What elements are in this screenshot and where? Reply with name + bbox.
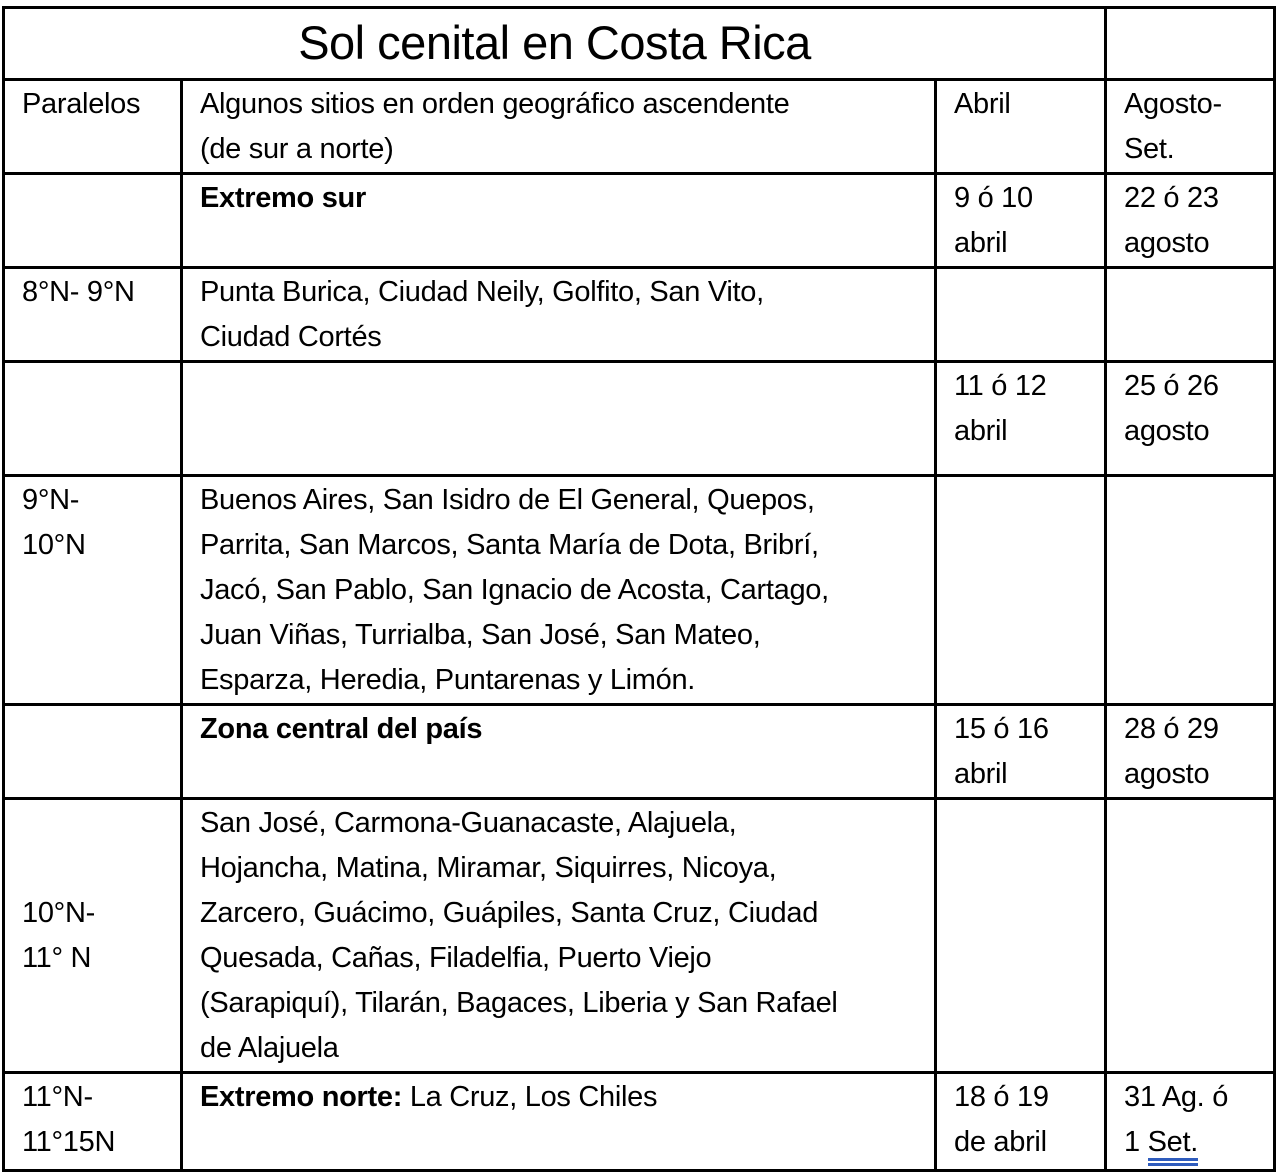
row-extremo-sur: Extremo sur 9 ó 10 abril 22 ó 23 agosto	[2, 172, 1276, 269]
cell-paralelo-empty	[2, 703, 183, 800]
section-label: Zona central del país	[200, 713, 483, 745]
cell-sitios-8-9: Punta Burica, Ciudad Neily, Golfito, San…	[180, 266, 937, 363]
cell-abril-empty	[934, 266, 1107, 363]
cell-sitios-extremo-norte: Extremo norte: La Cruz, Los Chiles	[180, 1071, 937, 1172]
sol-cenital-table: Sol cenital en Costa Rica Paralelos Algu…	[2, 6, 1276, 1172]
cell-sitios-empty	[180, 360, 937, 477]
header-abril: Abril	[934, 78, 1107, 175]
date-line-2: 1 Set.	[1124, 1120, 1265, 1166]
section-label: Extremo sur	[200, 182, 366, 214]
header-sitios: Algunos sitios en orden geográfico ascen…	[180, 78, 937, 175]
cell-sitios-9-10: Buenos Aires, San Isidro de El General, …	[180, 474, 937, 706]
row-fechas-9-10: 11 ó 12 abril 25 ó 26 agosto	[2, 360, 1276, 477]
cell-abril-extremo-norte: 18 ó 19 de abril	[934, 1071, 1107, 1172]
row-paralelo-9-10: 9°N- 10°N Buenos Aires, San Isidro de El…	[2, 474, 1276, 706]
header-row: Paralelos Algunos sitios en orden geográ…	[2, 78, 1276, 175]
table-title: Sol cenital en Costa Rica	[2, 6, 1107, 81]
section-label: Extremo norte:	[200, 1081, 403, 1113]
cell-section-label-zona-central: Zona central del país	[180, 703, 937, 800]
cell-paralelo-empty	[2, 172, 183, 269]
cell-paralelo-9-10: 9°N- 10°N	[2, 474, 183, 706]
sitios-text: La Cruz, Los Chiles	[402, 1081, 658, 1113]
header-agosto-set: Agosto- Set.	[1104, 78, 1276, 175]
row-paralelo-10-11: 10°N- 11° N San José, Carmona-Guanacaste…	[2, 797, 1276, 1074]
cell-abril-empty	[934, 797, 1107, 1074]
cell-agosto-empty	[1104, 797, 1276, 1074]
cell-abril-zona-central: 15 ó 16 abril	[934, 703, 1107, 800]
date-prefix: 1	[1124, 1126, 1148, 1158]
cell-paralelo-8-9: 8°N- 9°N	[2, 266, 183, 363]
cell-abril-extremo-sur: 9 ó 10 abril	[934, 172, 1107, 269]
cell-agosto-empty	[1104, 474, 1276, 706]
document-page: Sol cenital en Costa Rica Paralelos Algu…	[2, 6, 1276, 1172]
cell-abril-empty	[934, 474, 1107, 706]
header-paralelos: Paralelos	[2, 78, 183, 175]
cell-agosto-zona-central: 28 ó 29 agosto	[1104, 703, 1276, 800]
date-line-1: 31 Ag. ó	[1124, 1081, 1229, 1113]
title-row-empty-cell	[1104, 6, 1276, 81]
row-paralelo-8-9: 8°N- 9°N Punta Burica, Ciudad Neily, Gol…	[2, 266, 1276, 363]
cell-sitios-10-11: San José, Carmona-Guanacaste, Alajuela, …	[180, 797, 937, 1074]
cell-agosto-extremo-norte: 31 Ag. ó 1 Set.	[1104, 1071, 1276, 1172]
cell-abril-9-10: 11 ó 12 abril	[934, 360, 1107, 477]
cell-agosto-9-10: 25 ó 26 agosto	[1104, 360, 1276, 477]
cell-agosto-empty	[1104, 266, 1276, 363]
cell-paralelo-11-1115: 11°N- 11°15N	[2, 1071, 183, 1172]
row-zona-central: Zona central del país 15 ó 16 abril 28 ó…	[2, 703, 1276, 800]
grammar-flagged-word[interactable]: Set.	[1147, 1126, 1198, 1166]
cell-agosto-extremo-sur: 22 ó 23 agosto	[1104, 172, 1276, 269]
cell-paralelo-empty	[2, 360, 183, 477]
title-row: Sol cenital en Costa Rica	[2, 6, 1276, 81]
row-extremo-norte: 11°N- 11°15N Extremo norte: La Cruz, Los…	[2, 1071, 1276, 1172]
cell-paralelo-10-11: 10°N- 11° N	[2, 797, 183, 1074]
cell-section-label-extremo-sur: Extremo sur	[180, 172, 937, 269]
